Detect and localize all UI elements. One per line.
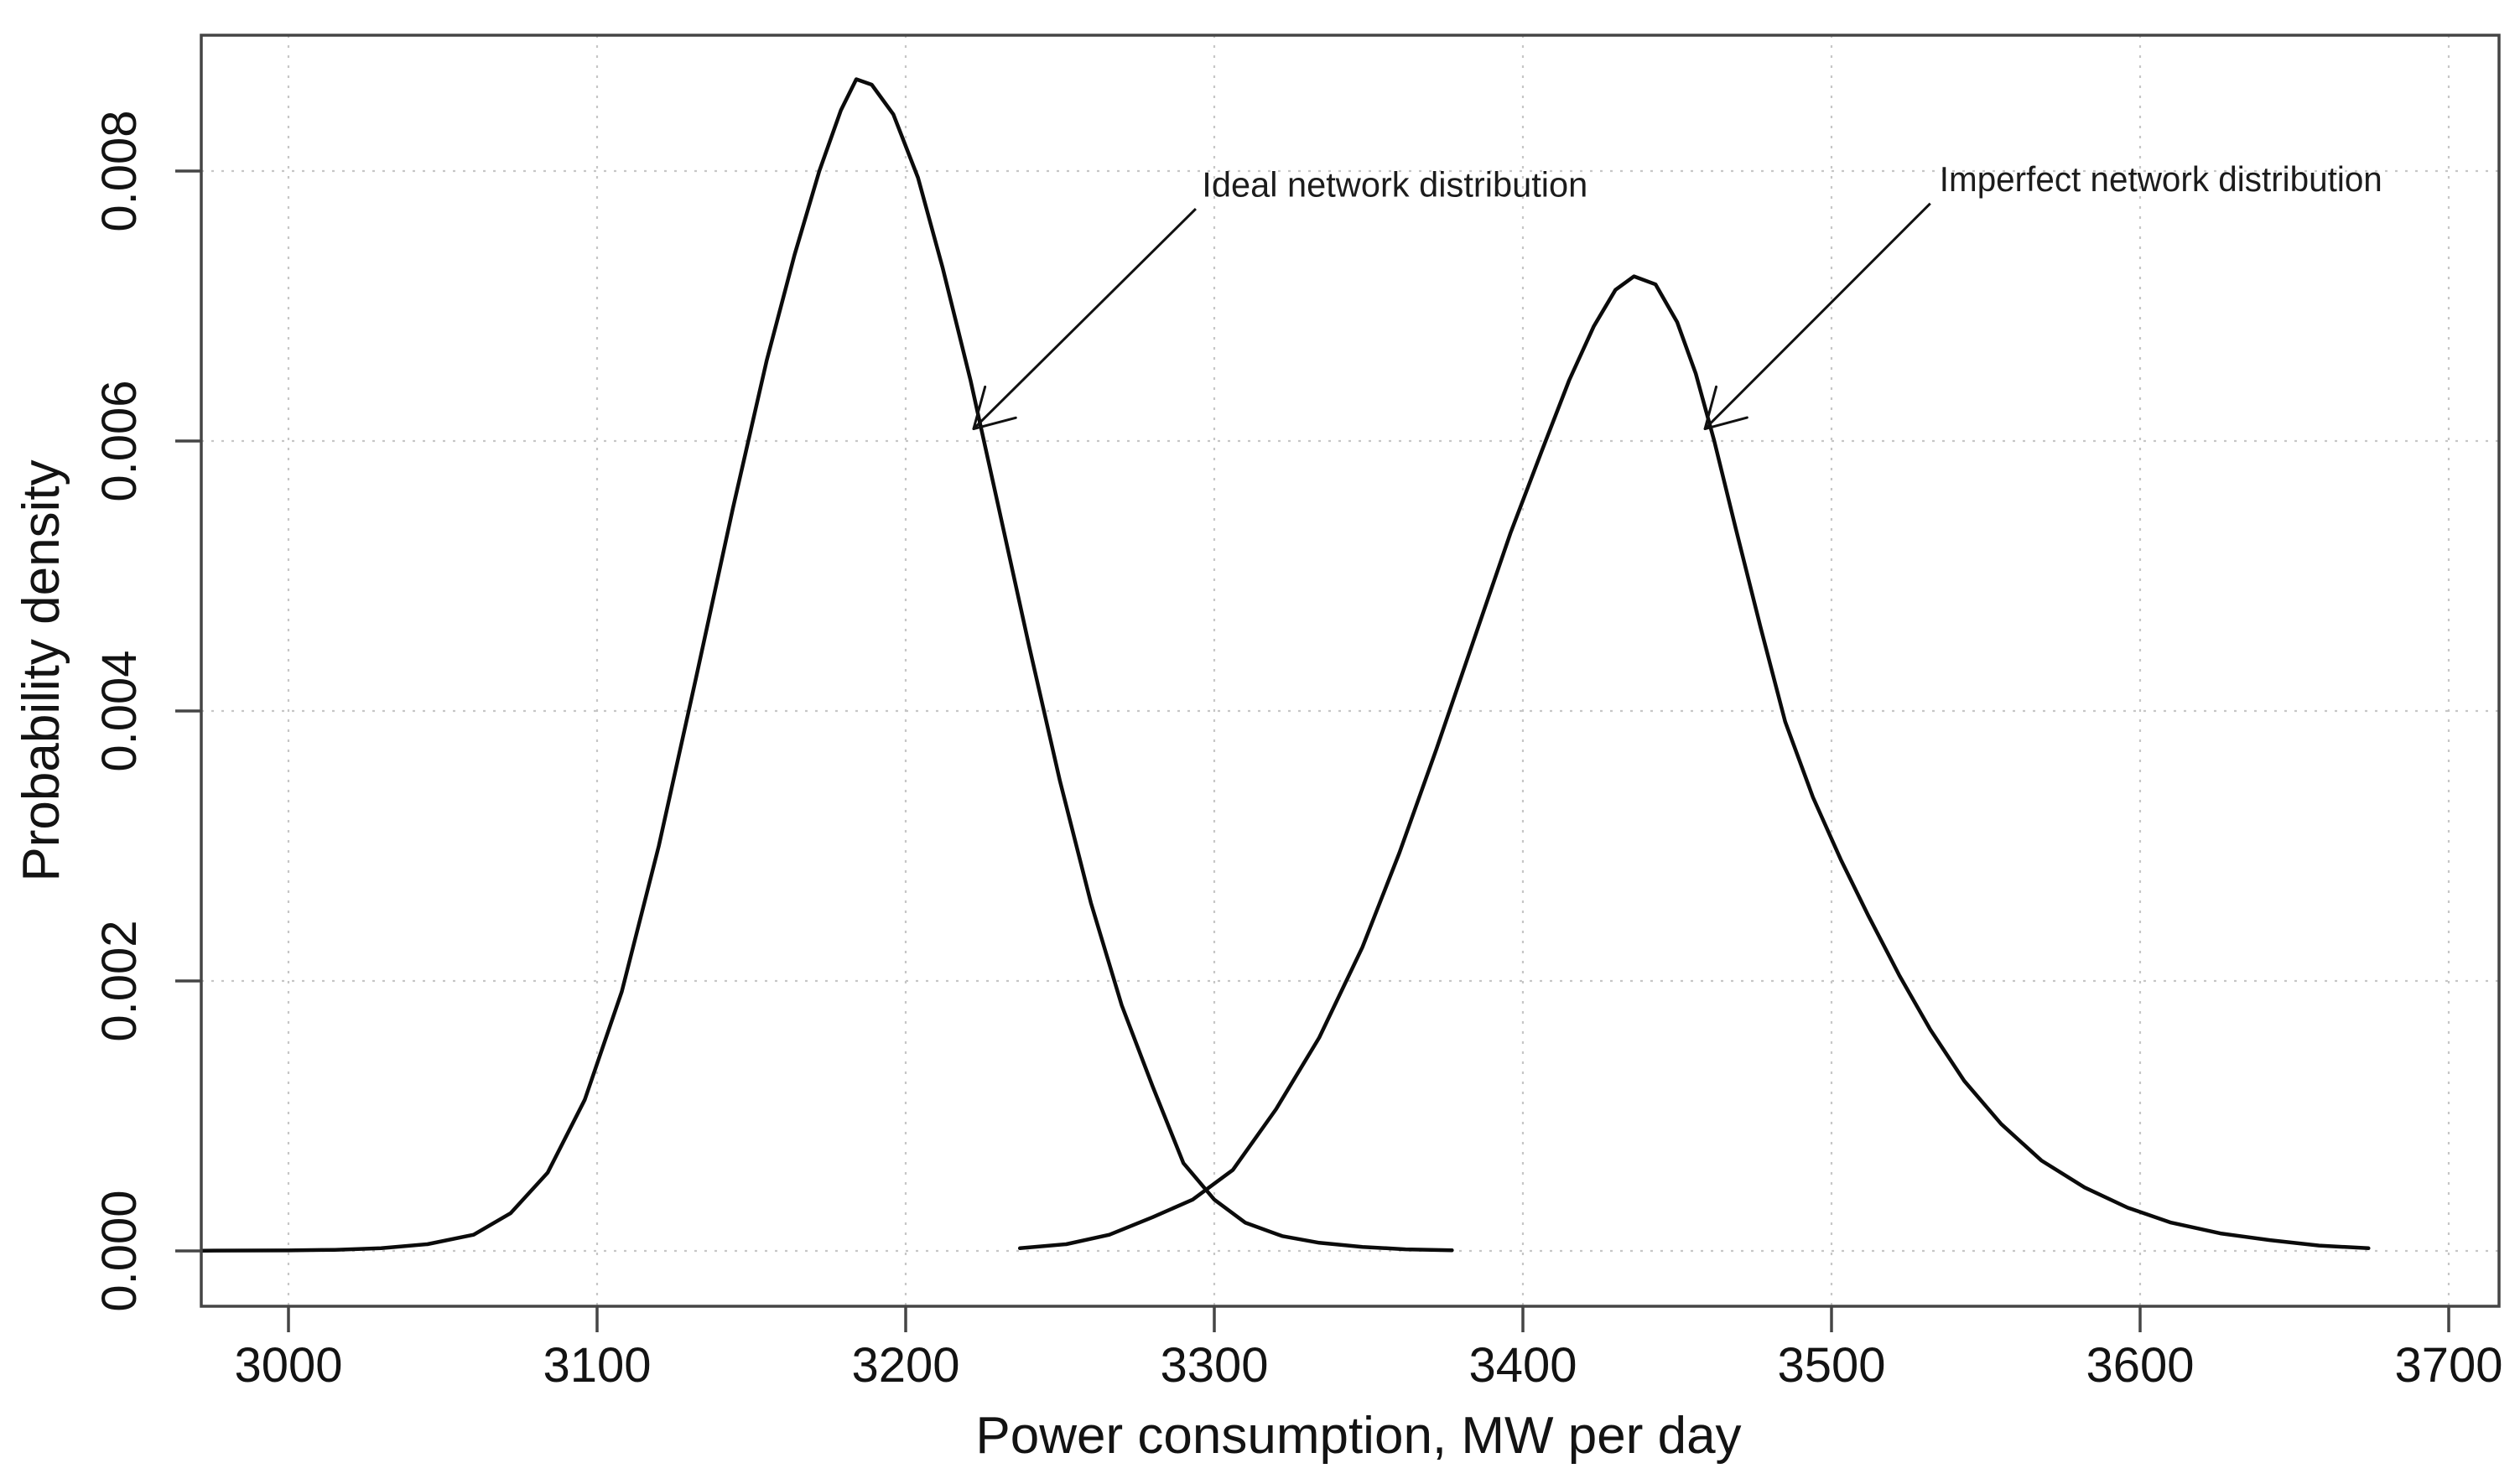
- x-tick-label: 3200: [851, 1338, 959, 1393]
- annotation-label-imperfect: Imperfect network distribution: [1940, 159, 2382, 199]
- annotation-arrowhead-imperfect: [1703, 385, 1718, 431]
- density-curve-imperfect-network: [1017, 274, 2371, 1251]
- y-tick-label: 0.002: [92, 920, 147, 1041]
- x-tick-label: 3400: [1468, 1338, 1577, 1393]
- x-tick-label: 3300: [1160, 1338, 1268, 1393]
- plot-border: [200, 34, 2501, 1308]
- annotation-label-ideal: Ideal network distribution: [1202, 165, 1587, 205]
- y-tick-label: 0.000: [92, 1190, 147, 1311]
- x-tick-label: 3100: [543, 1338, 651, 1393]
- y-tick-label: 0.006: [92, 380, 147, 501]
- y-tick-label: 0.008: [92, 110, 147, 231]
- density-curve-ideal-network: [200, 77, 1454, 1253]
- annotation-arrowhead-ideal: [972, 385, 987, 431]
- annotation-arrow-ideal: [972, 208, 1197, 430]
- x-tick-label: 3000: [234, 1338, 342, 1393]
- x-tick-label: 3700: [2394, 1338, 2502, 1393]
- x-tick-label: 3500: [1777, 1338, 1885, 1393]
- annotation-arrowhead-ideal: [972, 416, 1017, 431]
- x-axis-title: Power consumption, MW per day: [975, 1407, 1741, 1465]
- annotation-arrowhead-imperfect: [1703, 416, 1748, 431]
- x-tick-label: 3600: [2086, 1338, 2194, 1393]
- y-tick-label: 0.004: [92, 650, 147, 771]
- annotation-arrow-imperfect: [1704, 202, 1931, 430]
- y-axis-title: Probability density: [13, 459, 70, 881]
